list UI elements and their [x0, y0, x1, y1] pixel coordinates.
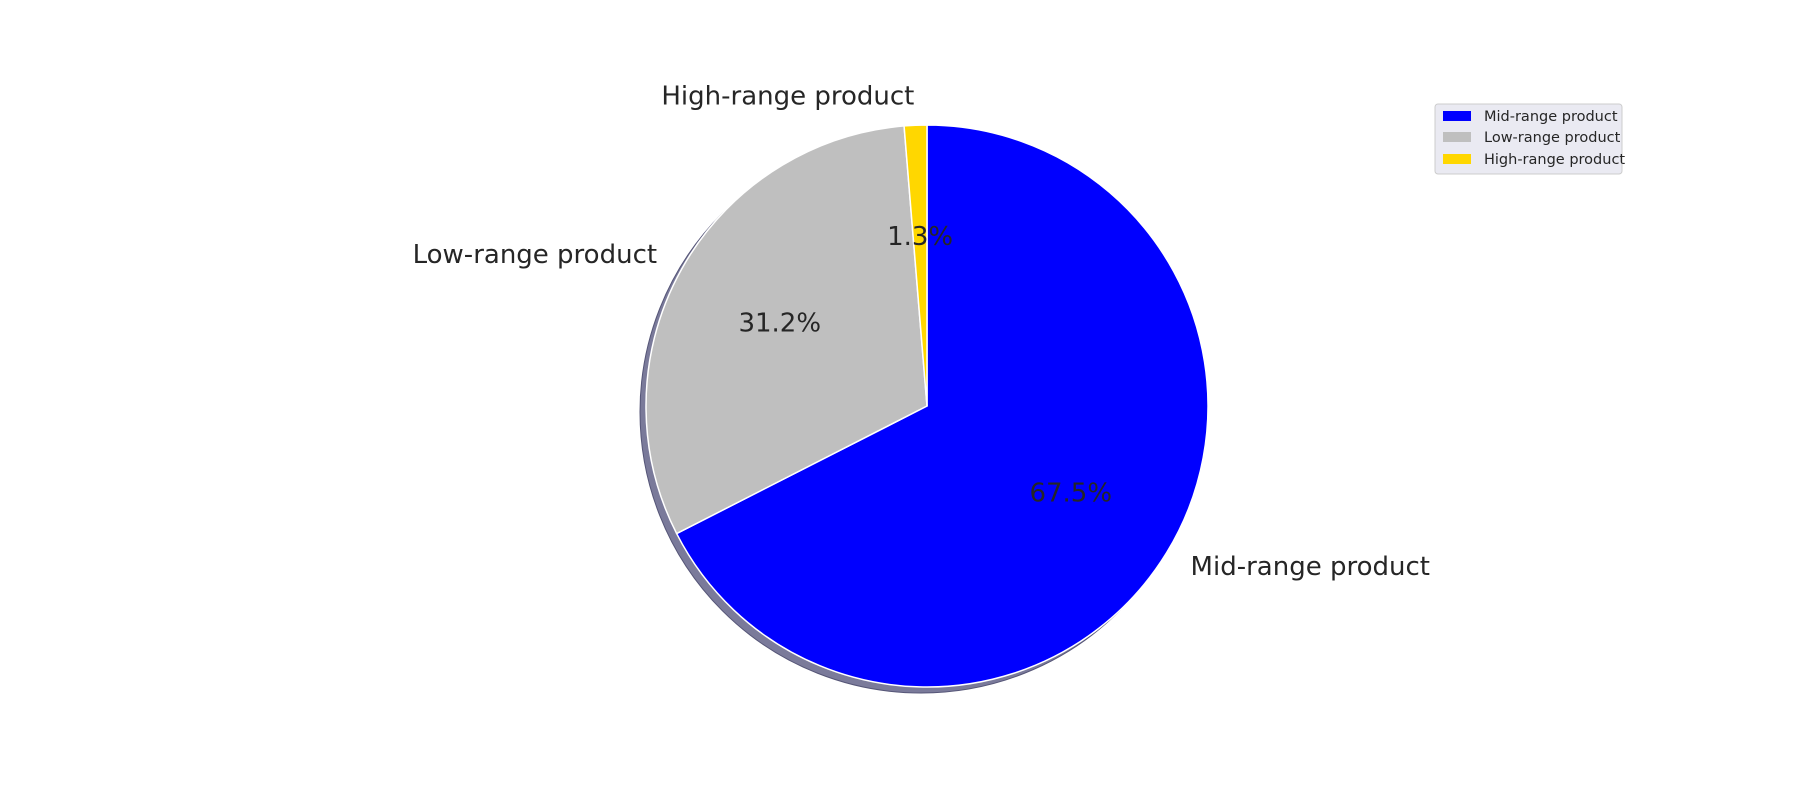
pie-slice-high-range: [903, 124, 928, 407]
slice-label-high-range: High-range product: [661, 82, 914, 112]
legend-swatch-high-range: [1443, 154, 1471, 164]
pie-slice-low-range: [645, 125, 928, 535]
pct-label-low-range: 31.2%: [738, 308, 821, 338]
pct-label-high-range: 1.3%: [887, 222, 953, 252]
legend: Mid-range product Low-range product High…: [1434, 103, 1625, 175]
percentage-labels: 67.5% 31.2% 1.3%: [738, 222, 1112, 509]
legend-swatch-low-range: [1443, 132, 1471, 142]
legend-frame: [1434, 103, 1623, 175]
slice-label-mid-range: Mid-range product: [1191, 552, 1430, 582]
slice-label-low-range: Low-range product: [413, 240, 657, 270]
legend-swatch-mid-range: [1443, 111, 1471, 121]
pie-slices: [645, 124, 1209, 688]
legend-label-high-range: High-range product: [1484, 152, 1625, 168]
slice-labels: Mid-range product Low-range product High-r…: [413, 82, 1430, 582]
pie-slice-mid-range: [675, 124, 1209, 688]
legend-label-low-range: Low-range product: [1484, 130, 1621, 146]
legend-label-mid-range: Mid-range product: [1484, 109, 1618, 125]
pct-label-mid-range: 67.5%: [1029, 479, 1112, 509]
